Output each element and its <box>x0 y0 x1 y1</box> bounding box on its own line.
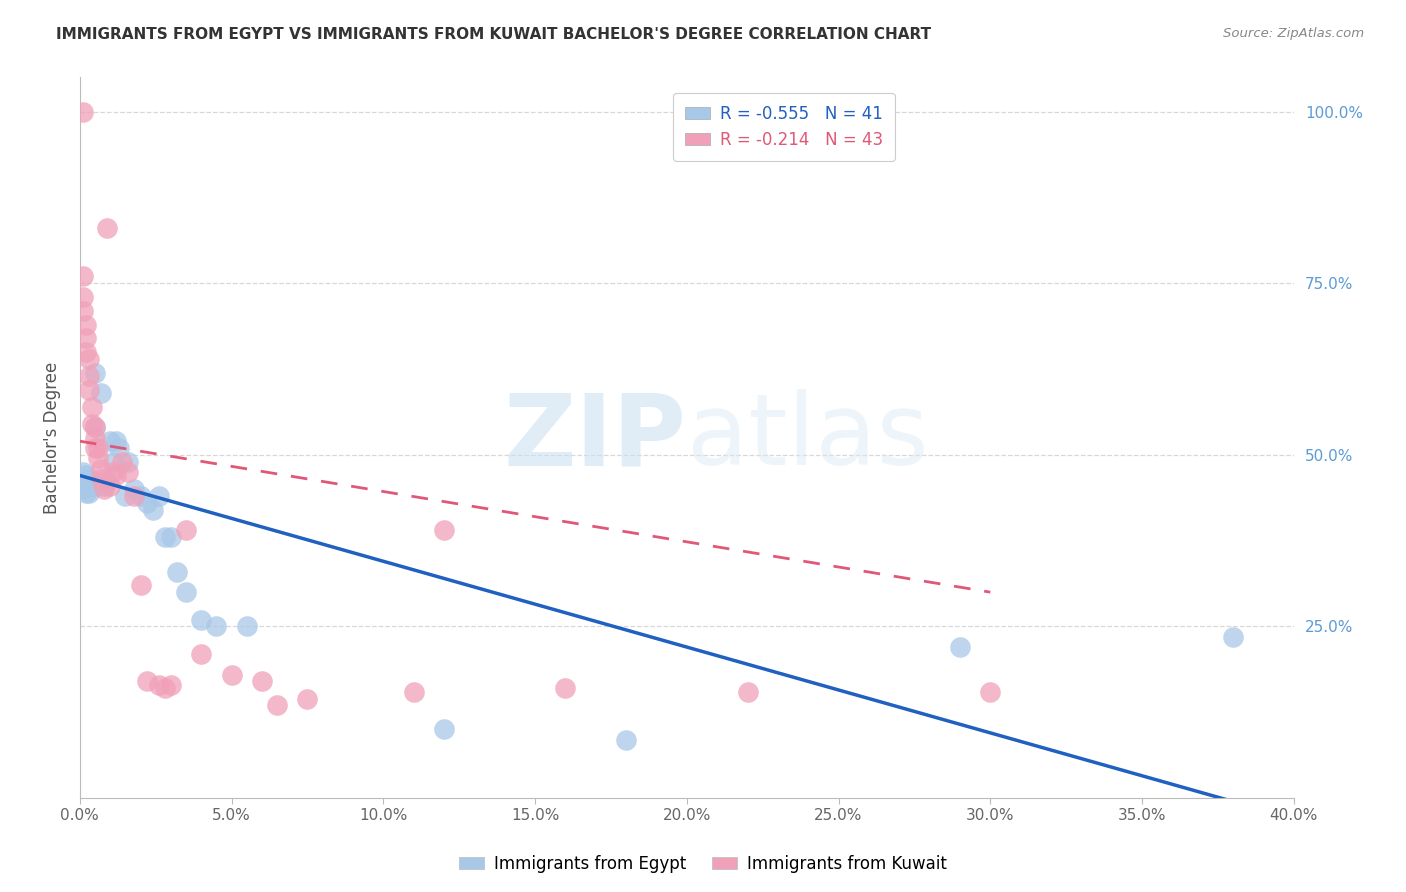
Point <box>77 472 100 486</box>
Point <box>72 104 94 119</box>
Point <box>737 684 759 698</box>
Point <box>979 684 1001 698</box>
Point <box>93 482 115 496</box>
Point <box>84 366 107 380</box>
Point <box>96 221 118 235</box>
Point <box>190 647 212 661</box>
Point <box>117 465 139 479</box>
Point <box>77 485 100 500</box>
Point <box>135 674 157 689</box>
Legend: Immigrants from Egypt, Immigrants from Kuwait: Immigrants from Egypt, Immigrants from K… <box>453 848 953 880</box>
Point <box>166 565 188 579</box>
Point <box>105 434 128 449</box>
Point <box>135 496 157 510</box>
Point <box>77 369 100 384</box>
Point <box>297 691 319 706</box>
Point <box>84 475 107 490</box>
Point <box>129 489 152 503</box>
Point <box>80 475 103 490</box>
Point <box>402 684 425 698</box>
Point <box>84 431 107 445</box>
Point <box>90 472 112 486</box>
Point <box>80 400 103 414</box>
Point <box>98 434 121 449</box>
Point <box>80 475 103 490</box>
Point <box>111 455 134 469</box>
Point <box>190 613 212 627</box>
Point <box>108 441 131 455</box>
Point <box>236 619 259 633</box>
Text: atlas: atlas <box>686 389 928 486</box>
Point <box>75 475 97 490</box>
Point <box>433 524 456 538</box>
Point <box>250 674 273 689</box>
Point <box>117 455 139 469</box>
Point <box>205 619 228 633</box>
Point <box>72 482 94 496</box>
Point <box>148 678 170 692</box>
Point <box>153 530 176 544</box>
Point <box>103 455 125 469</box>
Point <box>129 578 152 592</box>
Legend: R = -0.555   N = 41, R = -0.214   N = 43: R = -0.555 N = 41, R = -0.214 N = 43 <box>673 93 894 161</box>
Point <box>72 465 94 479</box>
Point <box>160 530 183 544</box>
Point <box>72 290 94 304</box>
Point <box>84 420 107 434</box>
Point <box>1222 630 1244 644</box>
Point <box>75 345 97 359</box>
Point <box>75 468 97 483</box>
Point <box>75 485 97 500</box>
Point <box>142 503 165 517</box>
Point <box>90 461 112 475</box>
Text: IMMIGRANTS FROM EGYPT VS IMMIGRANTS FROM KUWAIT BACHELOR'S DEGREE CORRELATION CH: IMMIGRANTS FROM EGYPT VS IMMIGRANTS FROM… <box>56 27 931 42</box>
Point <box>98 479 121 493</box>
Point <box>77 383 100 397</box>
Point <box>93 479 115 493</box>
Point <box>77 351 100 366</box>
Point <box>174 585 197 599</box>
Point <box>80 417 103 431</box>
Text: Source: ZipAtlas.com: Source: ZipAtlas.com <box>1223 27 1364 40</box>
Point <box>75 318 97 332</box>
Point <box>160 678 183 692</box>
Point <box>153 681 176 696</box>
Point <box>84 420 107 434</box>
Point <box>77 479 100 493</box>
Point <box>72 475 94 490</box>
Point <box>96 475 118 490</box>
Point <box>148 489 170 503</box>
Point <box>174 524 197 538</box>
Point <box>221 667 243 681</box>
Point <box>84 441 107 455</box>
Point <box>90 386 112 401</box>
Point <box>124 482 146 496</box>
Point <box>614 732 637 747</box>
Point <box>72 269 94 284</box>
Point <box>105 468 128 483</box>
Point <box>87 441 110 455</box>
Point <box>75 331 97 345</box>
Point <box>949 640 972 654</box>
Point <box>554 681 576 696</box>
Point <box>80 479 103 493</box>
Point <box>87 451 110 466</box>
Point <box>124 489 146 503</box>
Point <box>433 723 456 737</box>
Point <box>103 465 125 479</box>
Text: ZIP: ZIP <box>503 389 686 486</box>
Point <box>266 698 288 713</box>
Y-axis label: Bachelor's Degree: Bachelor's Degree <box>44 361 60 514</box>
Point <box>114 489 136 503</box>
Point <box>72 303 94 318</box>
Point <box>87 479 110 493</box>
